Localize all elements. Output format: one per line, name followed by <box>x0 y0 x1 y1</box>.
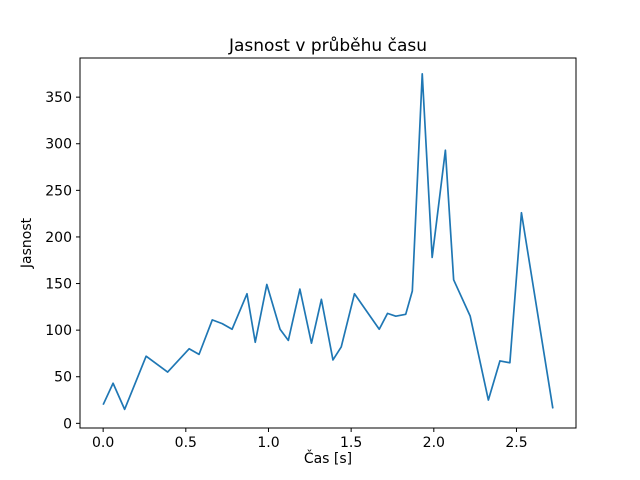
x-axis-label: Čas [s] <box>303 451 353 467</box>
y-tick-label: 150 <box>45 277 72 293</box>
y-tick-label: 50 <box>54 370 72 386</box>
y-tick-label: 250 <box>45 183 72 199</box>
x-tick-label: 1.5 <box>340 435 362 451</box>
x-tick-label: 0.0 <box>92 435 114 451</box>
data-line-jasnost <box>102 72 554 411</box>
x-tick-label: 0.5 <box>175 435 197 451</box>
x-tick-label: 2.0 <box>423 435 445 451</box>
y-tick-label: 200 <box>45 230 72 246</box>
x-tick-label: 2.5 <box>505 435 527 451</box>
y-tick-label: 0 <box>63 416 72 432</box>
x-tick-label: 1.0 <box>257 435 279 451</box>
y-tick-label: 350 <box>45 90 72 106</box>
chart-title: Jasnost v průběhu času <box>228 36 427 56</box>
y-tick-label: 300 <box>45 137 72 153</box>
y-tick-label: 100 <box>45 323 72 339</box>
plot-frame <box>79 57 577 429</box>
